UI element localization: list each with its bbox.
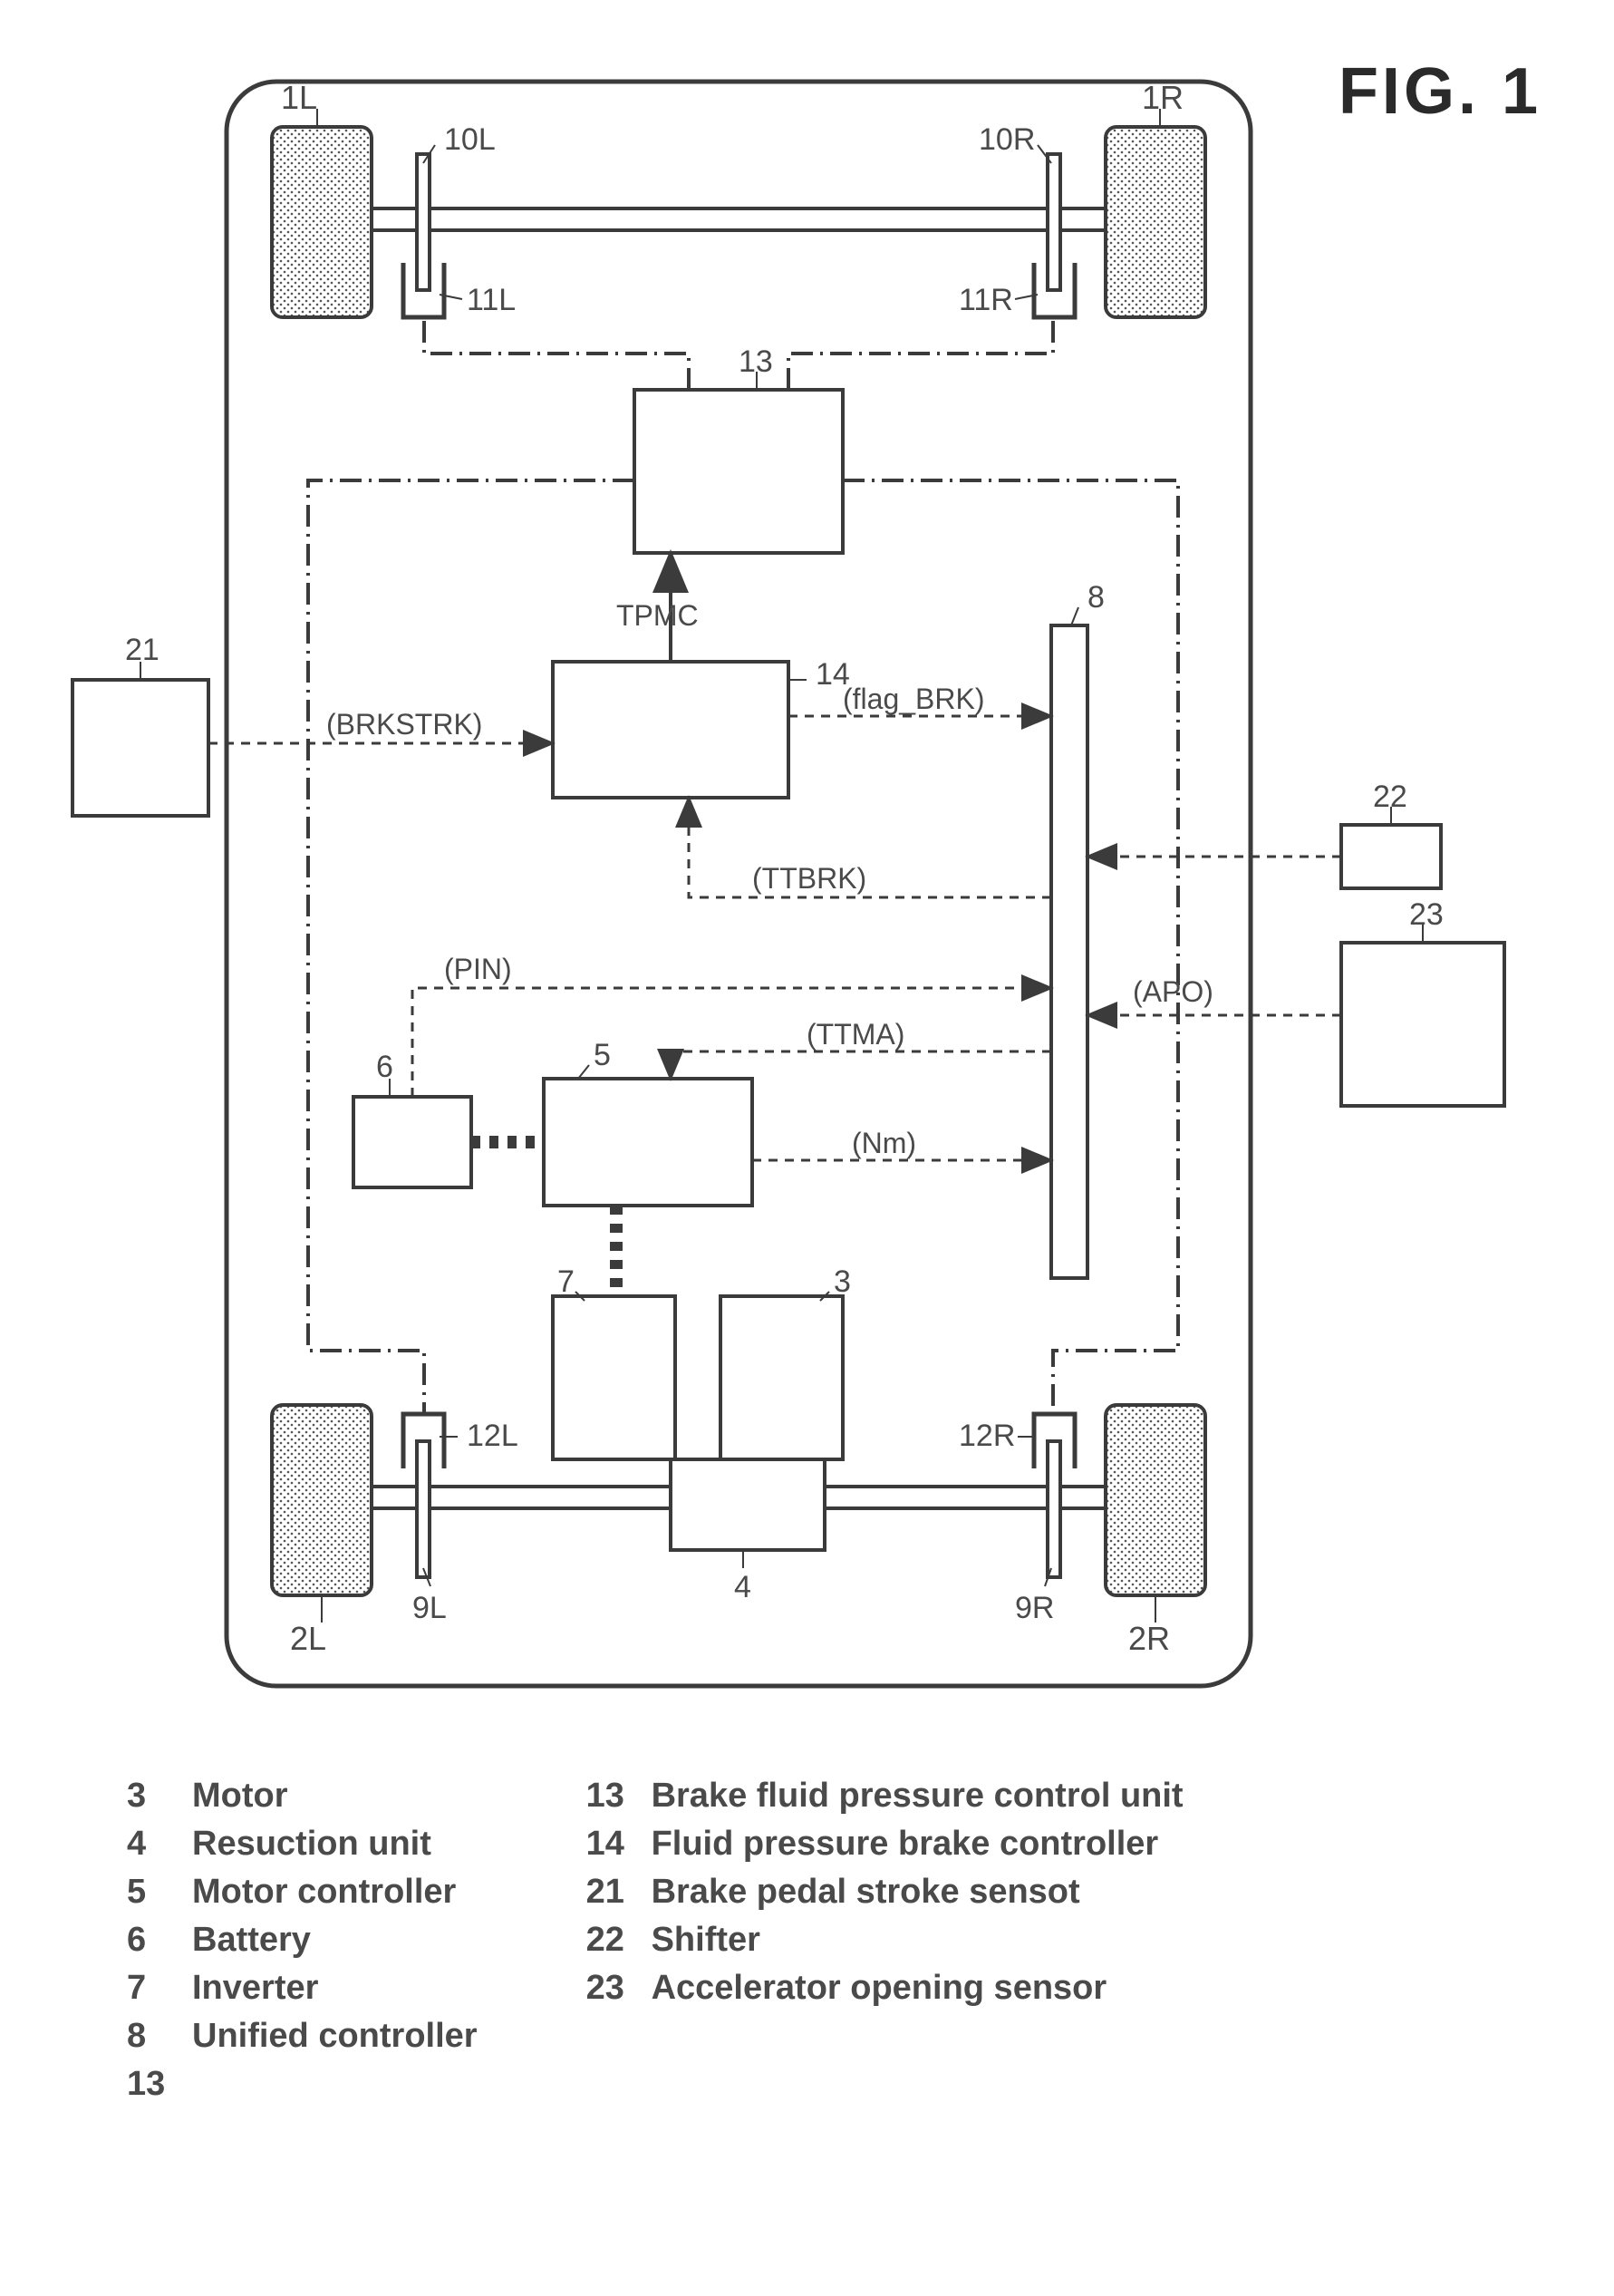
legend-num: 21 [586, 1873, 635, 1912]
legend-num: 8 [127, 2017, 176, 2056]
legend-num: 13 [586, 1777, 635, 1816]
legend-text: Unified controller [192, 2017, 478, 2056]
lbl-5: 5 [594, 1038, 611, 1072]
sig-apo: (APO) [1133, 975, 1213, 1008]
legend-text: Fluid pressure brake controller [652, 1825, 1159, 1864]
block-3 [720, 1296, 843, 1459]
legend-num: 7 [127, 1969, 176, 2008]
block-22 [1341, 825, 1441, 888]
lbl-7: 7 [557, 1264, 575, 1299]
legend-text: Motor [192, 1777, 288, 1816]
lbl-12r: 12R [959, 1419, 1015, 1453]
sig-nm: (Nm) [852, 1127, 916, 1159]
page: FIG. 1 [0, 0, 1614, 2296]
lbl-6: 6 [376, 1050, 393, 1084]
sig-brkstrk: (BRKSTRK) [326, 708, 482, 741]
legend-num: 23 [586, 1969, 635, 2008]
sig-tpmc: TPMC [616, 599, 699, 632]
lbl-1l: 1L [281, 79, 317, 116]
legend-num: 4 [127, 1825, 176, 1864]
sig-ttbrk: (TTBRK) [752, 862, 866, 895]
lbl-8: 8 [1087, 580, 1105, 615]
block-5 [544, 1079, 752, 1206]
wheel-2l [272, 1405, 372, 1595]
legend-text: Motor controller [192, 1873, 456, 1912]
block-23 [1341, 943, 1504, 1106]
legend-num: 6 [127, 1921, 176, 1960]
wheel-1r [1106, 127, 1205, 317]
lbl-13: 13 [739, 344, 773, 379]
legend-num: 5 [127, 1873, 176, 1912]
lbl-10l: 10L [444, 122, 496, 157]
wheel-2r [1106, 1405, 1205, 1595]
legend-num: 14 [586, 1825, 635, 1864]
block-14 [553, 662, 788, 798]
legend-col-right: 13 Brake fluid pressure control unit 14 Fl… [586, 1777, 1184, 2104]
sig-pin: (PIN) [444, 953, 512, 985]
legend: 3 Motor 4 Resuction unit 5 Motor controller… [127, 1777, 1486, 2104]
sig-flagbrk: (flag_BRK) [843, 683, 985, 715]
legend-num: 3 [127, 1777, 176, 1816]
block-21 [72, 680, 208, 816]
block-7 [553, 1296, 675, 1459]
legend-col-left: 3 Motor 4 Resuction unit 5 Motor controller… [127, 1777, 478, 2104]
legend-text: Brake pedal stroke sensot [652, 1873, 1080, 1912]
disc-9l [417, 1441, 430, 1577]
block-6 [353, 1097, 471, 1187]
lbl-23: 23 [1409, 897, 1444, 932]
lbl-11l: 11L [467, 283, 516, 317]
lbl-9r: 9R [1015, 1591, 1054, 1625]
lbl-1r: 1R [1142, 79, 1184, 116]
disc-9r [1048, 1441, 1060, 1577]
disc-10r [1048, 154, 1060, 290]
lbl-3: 3 [834, 1264, 851, 1299]
diagram-svg: 1L 1R 2L 2R 10L 10R 11L 11R 12L 12R 9L 9… [54, 27, 1559, 1740]
legend-num: 13 [127, 2065, 176, 2104]
legend-text: Brake fluid pressure control unit [652, 1777, 1184, 1816]
legend-num: 22 [586, 1921, 635, 1960]
legend-text: Resuction unit [192, 1825, 431, 1864]
lbl-10r: 10R [979, 122, 1035, 157]
lbl-2l: 2L [290, 1620, 326, 1657]
lbl-12l: 12L [467, 1419, 518, 1453]
lbl-4: 4 [734, 1570, 751, 1604]
lbl-21: 21 [125, 633, 159, 667]
lbl-22: 22 [1373, 780, 1407, 814]
legend-text: Accelerator opening sensor [652, 1969, 1107, 2008]
disc-10l [417, 154, 430, 290]
legend-text: Inverter [192, 1969, 318, 2008]
lbl-9l: 9L [412, 1591, 447, 1625]
lbl-11r: 11R [959, 283, 1013, 317]
wheel-1l [272, 127, 372, 317]
front-axle [372, 208, 1106, 230]
legend-text: Shifter [652, 1921, 760, 1960]
block-8 [1051, 625, 1087, 1278]
block-13 [634, 390, 843, 553]
legend-text: Battery [192, 1921, 311, 1960]
sig-ttma: (TTMA) [807, 1018, 904, 1051]
lbl-2r: 2R [1128, 1620, 1170, 1657]
block-4 [671, 1459, 825, 1550]
